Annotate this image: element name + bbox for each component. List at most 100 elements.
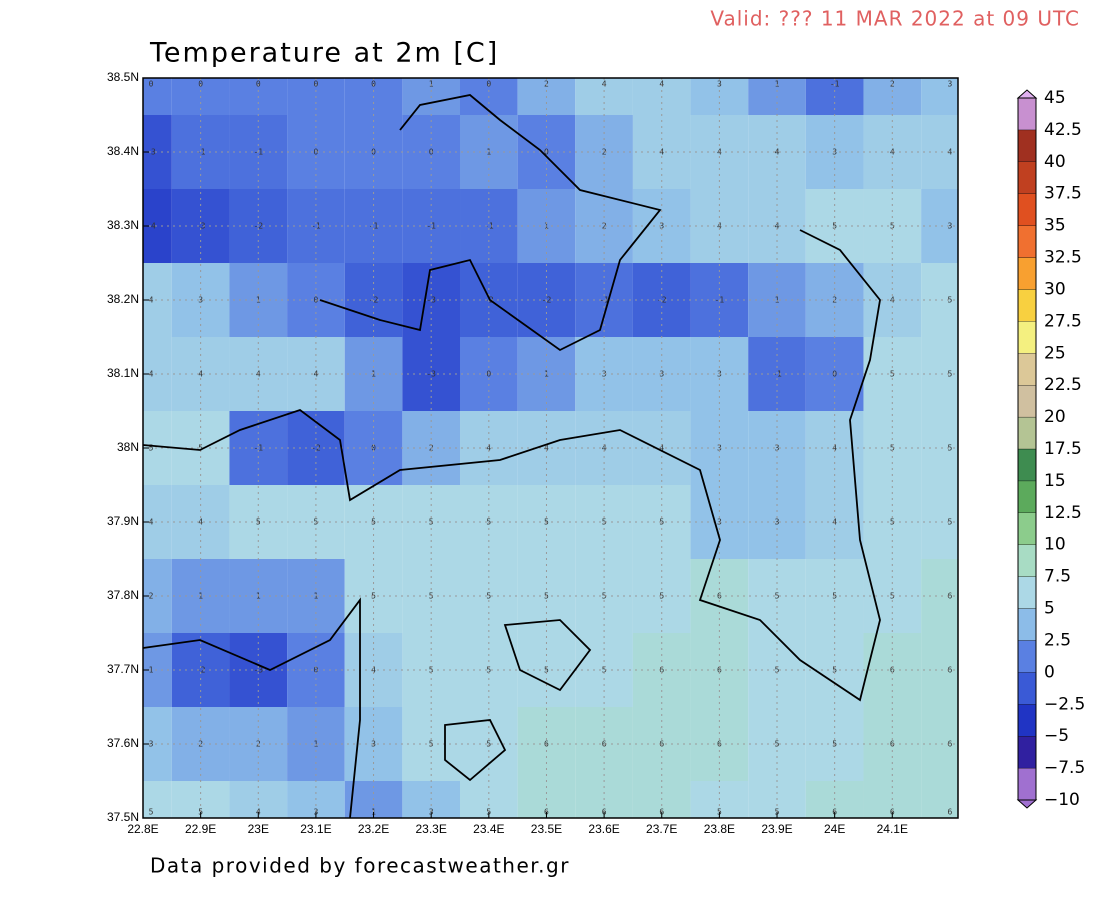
y-tick-label: 38.2N <box>107 292 139 306</box>
field-cell <box>921 189 958 263</box>
x-tick-label: 23.8E <box>704 822 735 836</box>
colorbar-segment <box>1017 767 1037 801</box>
colorbar-cap <box>1016 799 1038 809</box>
colorbar-segment <box>1017 416 1037 450</box>
colorbar-label: 12.5 <box>1044 503 1082 523</box>
cell-value: 5 <box>198 444 203 453</box>
field-cell <box>921 263 958 337</box>
colorbar-label: −7.5 <box>1044 758 1085 778</box>
colorbar-label: 17.5 <box>1044 439 1082 459</box>
x-tick-label: 22.9E <box>185 822 216 836</box>
y-tick-label: 38.5N <box>107 70 139 84</box>
x-tick-label: 23.3E <box>416 822 447 836</box>
cell-value: 3 <box>659 222 664 231</box>
colorbar-segment <box>1017 321 1037 354</box>
field-cell <box>921 707 958 781</box>
field-cell <box>460 411 518 485</box>
colorbar-segment <box>1017 161 1037 194</box>
colorbar-segment <box>1017 480 1037 513</box>
field-cell <box>921 78 958 115</box>
x-tick-label: 24E <box>824 822 845 836</box>
cell-value: 6 <box>948 666 953 675</box>
field-cell <box>748 189 806 263</box>
colorbar-segment <box>1017 129 1037 162</box>
cell-value: 5 <box>602 666 607 675</box>
colorbar-label: 2.5 <box>1044 630 1071 650</box>
colorbar-cap <box>1016 89 1038 99</box>
cell-value: 5 <box>948 518 953 527</box>
field-cell <box>748 633 806 707</box>
cell-value: 0 <box>313 666 318 675</box>
colorbar-label: −10 <box>1044 790 1080 810</box>
y-tick-label: 38.4N <box>107 144 139 158</box>
field-cell <box>921 485 958 559</box>
cell-value: 4 <box>149 296 154 305</box>
x-tick-label: 23.4E <box>473 822 504 836</box>
colorbar-segment <box>1017 289 1037 322</box>
colorbar-label: 10 <box>1044 535 1066 555</box>
colorbar-segment <box>1017 608 1037 641</box>
cell-value: -2 <box>311 444 321 453</box>
colorbar-label: 37.5 <box>1044 184 1082 204</box>
x-tick-label: 23.2E <box>358 822 389 836</box>
field-cell <box>748 411 806 485</box>
field-cell <box>921 559 958 633</box>
field-cell <box>921 411 958 485</box>
colorbar-label: 0 <box>1044 662 1055 682</box>
x-tick-label: 23.6E <box>588 822 619 836</box>
cell-value: 2 <box>149 592 154 601</box>
cell-value: 4 <box>602 444 607 453</box>
cell-value: 6 <box>948 808 953 817</box>
x-tick-label: 23.1E <box>300 822 331 836</box>
colorbar-label: 35 <box>1044 216 1066 236</box>
colorbar-label: 42.5 <box>1044 120 1082 140</box>
colorbar-label: 27.5 <box>1044 311 1082 331</box>
footer: Data provided by forecastweather.gr <box>150 854 570 878</box>
y-tick-label: 38N <box>117 440 139 454</box>
colorbar-label: 20 <box>1044 407 1066 427</box>
x-tick-label: 23E <box>248 822 269 836</box>
field-cell <box>171 189 230 263</box>
colorbar-segment <box>1017 257 1037 290</box>
cell-value: 5 <box>948 370 953 379</box>
colorbar-segment <box>1017 704 1037 737</box>
cell-value: -2 <box>196 666 206 675</box>
cell-value: 4 <box>659 444 664 453</box>
colorbar-segment <box>1017 97 1037 131</box>
cell-value: 3 <box>149 740 154 749</box>
colorbar-segment <box>1017 736 1037 769</box>
cell-value: -3 <box>146 148 156 157</box>
colorbar-label: 30 <box>1044 279 1066 299</box>
cell-value: 4 <box>486 444 491 453</box>
colorbar: −10 −7.5 −5 −2.5 0 2.5 5 7.5 10 12.5 15 17.5 20 22.5 2… <box>1017 88 1085 810</box>
field-cell <box>460 189 518 263</box>
colorbar-frame <box>1017 97 1037 801</box>
y-tick-label: 37.7N <box>107 662 139 676</box>
field-cell <box>921 633 958 707</box>
colorbar-label: 32.5 <box>1044 248 1082 268</box>
cell-value: 4 <box>948 148 953 157</box>
field-cell <box>921 781 958 818</box>
cell-value: -3 <box>196 222 206 231</box>
cell-value: 5 <box>775 666 780 675</box>
y-tick-label: 37.8N <box>107 588 139 602</box>
x-tick-label: 22.8E <box>127 822 158 836</box>
valid-time: Valid: ??? 11 MAR 2022 at 09 UTC <box>710 7 1080 31</box>
cell-value: -1 <box>369 222 379 231</box>
x-tick-label: 23.5E <box>531 822 562 836</box>
colorbar-label: −5 <box>1044 726 1069 746</box>
colorbar-segment <box>1017 576 1037 609</box>
coastline <box>142 597 361 819</box>
colorbar-label: 22.5 <box>1044 375 1082 395</box>
coastline <box>319 94 662 352</box>
cell-value: 5 <box>890 444 895 453</box>
colorbar-label: 7.5 <box>1044 567 1071 587</box>
colorbar-segment <box>1017 448 1037 482</box>
field-cell <box>460 633 518 707</box>
cell-value: -1 <box>484 222 494 231</box>
y-tick-label: 37.6N <box>107 736 139 750</box>
y-tick-label: 38.1N <box>107 366 139 380</box>
colorbar-segment <box>1017 544 1037 577</box>
cell-value: 0 <box>149 80 154 89</box>
cell-value: -1 <box>311 222 321 231</box>
